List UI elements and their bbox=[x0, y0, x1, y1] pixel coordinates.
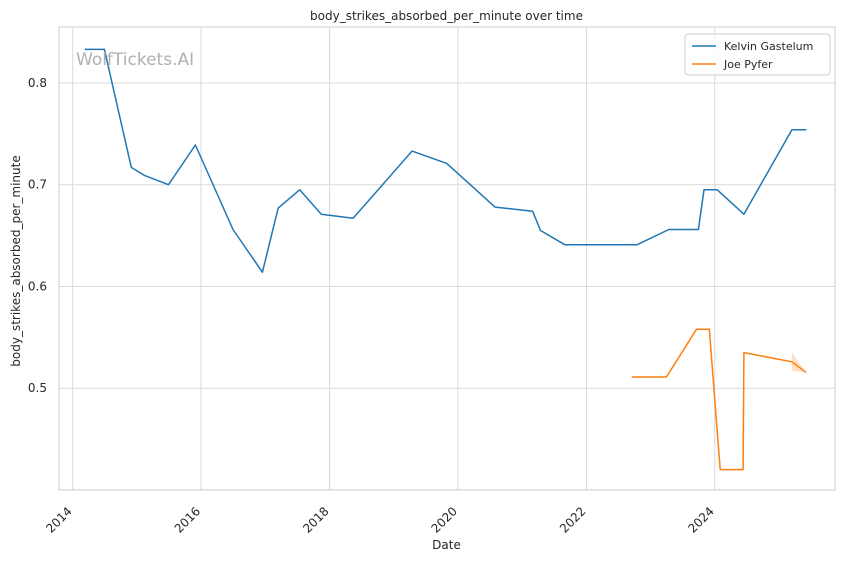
watermark-text: WolfTickets.AI bbox=[76, 50, 194, 70]
y-axis-label: body_strikes_absorbed_per_minute bbox=[9, 155, 23, 366]
confidence-bands bbox=[791, 352, 806, 372]
legend-box bbox=[684, 33, 831, 76]
grid bbox=[59, 27, 835, 490]
y-tick-label: 0.5 bbox=[28, 381, 47, 395]
legend-label-joe-pyfer: Joe Pyfer bbox=[723, 58, 773, 71]
legend-label-kelvin-gastelum: Kelvin Gastelum bbox=[724, 40, 813, 53]
x-axis-label: Date bbox=[432, 538, 461, 552]
legend: Kelvin Gastelum Joe Pyfer bbox=[684, 33, 831, 76]
y-tick-label: 0.8 bbox=[28, 76, 47, 90]
y-tick-label: 0.6 bbox=[28, 279, 47, 293]
plot-frame bbox=[58, 26, 836, 491]
series-lines bbox=[84, 48, 807, 471]
series-line-kelvin-gastelum bbox=[84, 48, 807, 273]
chart-title: body_strikes_absorbed_per_minute over ti… bbox=[310, 9, 583, 23]
confidence-band-joe-pyfer bbox=[791, 352, 806, 372]
series-line-joe-pyfer bbox=[631, 328, 807, 471]
y-tick-label: 0.7 bbox=[28, 178, 47, 192]
